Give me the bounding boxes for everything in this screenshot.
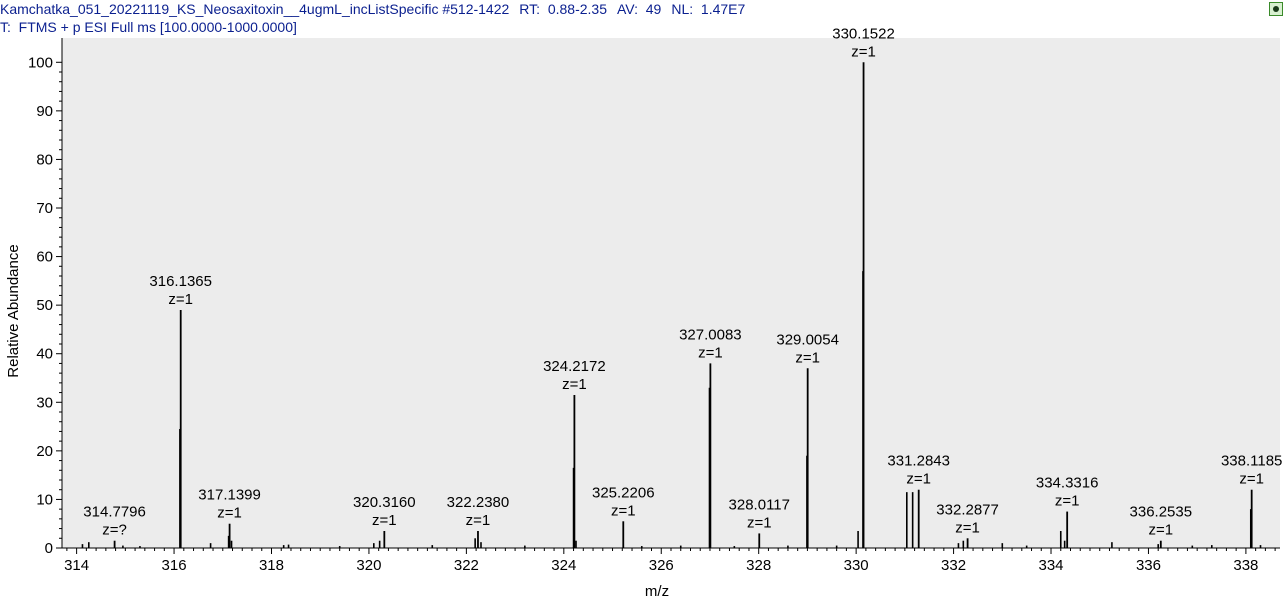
x-tick-label: 326: [649, 557, 674, 574]
peak-charge-label: z=1: [466, 512, 491, 529]
peak-mz-label: 334.3316: [1036, 475, 1099, 492]
y-tick-label: 100: [28, 54, 53, 71]
peak-charge-label: z=1: [1149, 522, 1174, 539]
peak-mz-label: 327.0083: [679, 326, 742, 343]
peak-mz-label: 332.2877: [936, 501, 999, 518]
y-tick-label: 40: [36, 346, 53, 363]
peak-layer: [81, 62, 1262, 548]
peak-charge-label: z=1: [851, 43, 876, 60]
y-tick-label: 30: [36, 394, 53, 411]
peak-mz-label: 331.2843: [887, 453, 950, 470]
y-tick-label: 80: [36, 151, 53, 168]
annotation-layer: 314.7796z=?316.1365z=1317.1399z=1320.316…: [83, 25, 1282, 538]
x-tick-label: 322: [454, 557, 479, 574]
x-tick-label: 318: [259, 557, 284, 574]
peak-charge-label: z=1: [217, 505, 242, 522]
y-axis-label: Relative Abundance: [5, 244, 22, 377]
x-tick-label: 330: [844, 557, 869, 574]
peak-mz-label: 314.7796: [83, 504, 146, 521]
peak-charge-label: z=1: [955, 519, 980, 536]
axes-layer: 0 10 20 30 40 50 60 70 80 90 100 314 316 318 320 322 324…: [28, 38, 1280, 574]
peak-charge-label: z=1: [1055, 493, 1080, 510]
peak-mz-label: 325.2206: [592, 484, 655, 501]
y-tick-label: 90: [36, 103, 53, 120]
peak-charge-label: z=1: [795, 349, 820, 366]
x-tick-label: 324: [551, 557, 576, 574]
peak-mz-label: 317.1399: [198, 487, 261, 504]
retention-time: RT: 0.88-2.35: [519, 1, 607, 17]
y-tick-label: 70: [36, 200, 53, 217]
peak-charge-label: z=1: [372, 512, 397, 529]
averaged-scans: AV: 49: [616, 1, 662, 17]
x-tick-label: 334: [1039, 557, 1064, 574]
scan-filter: T: FTMS + p ESI Full ms [100.0000-1000.0…: [0, 19, 297, 35]
x-tick-label: 336: [1136, 557, 1161, 574]
x-tick-label: 332: [941, 557, 966, 574]
peak-charge-label: z=1: [1239, 471, 1264, 488]
x-tick-label: 314: [64, 557, 89, 574]
peak-charge-label: z=1: [747, 514, 772, 531]
peak-mz-label: 320.3160: [353, 494, 416, 511]
normalization-level: NL: 1.47E7: [671, 1, 746, 17]
x-tick-label: 338: [1233, 557, 1258, 574]
peak-mz-label: 322.2380: [447, 494, 510, 511]
peak-mz-label: 329.0054: [776, 331, 839, 348]
y-tick-label: 10: [36, 491, 53, 508]
peak-mz-label: 316.1365: [149, 273, 212, 290]
file-title: Kamchatka_051_20221119_KS_Neosaxitoxin__…: [0, 1, 510, 17]
peak-mz-label: 324.2172: [543, 358, 606, 375]
y-tick-label: 0: [45, 540, 53, 557]
y-tick-label: 50: [36, 297, 53, 314]
x-axis-label: m/z: [645, 583, 669, 600]
x-tick-label: 316: [162, 557, 187, 574]
x-tick-label: 328: [746, 557, 771, 574]
peak-mz-label: 336.2535: [1130, 504, 1193, 521]
plot-area: [62, 38, 1280, 548]
x-tick-label: 320: [356, 557, 381, 574]
peak-mz-label: 330.1522: [832, 25, 895, 42]
peak-mz-label: 328.0117: [729, 496, 790, 513]
peak-charge-label: z=?: [102, 522, 127, 539]
peak-charge-label: z=1: [168, 291, 193, 308]
peak-charge-label: z=1: [611, 502, 636, 519]
y-tick-label: 60: [36, 249, 53, 266]
y-tick-label: 20: [36, 443, 53, 460]
peak-charge-label: z=1: [906, 471, 931, 488]
spectrum-header: Kamchatka_051_20221119_KS_Neosaxitoxin__…: [0, 1, 745, 17]
pin-icon[interactable]: [1269, 2, 1283, 16]
peak-mz-label: 338.1185: [1221, 453, 1282, 470]
peak-charge-label: z=1: [698, 344, 723, 361]
peak-charge-label: z=1: [562, 376, 587, 393]
